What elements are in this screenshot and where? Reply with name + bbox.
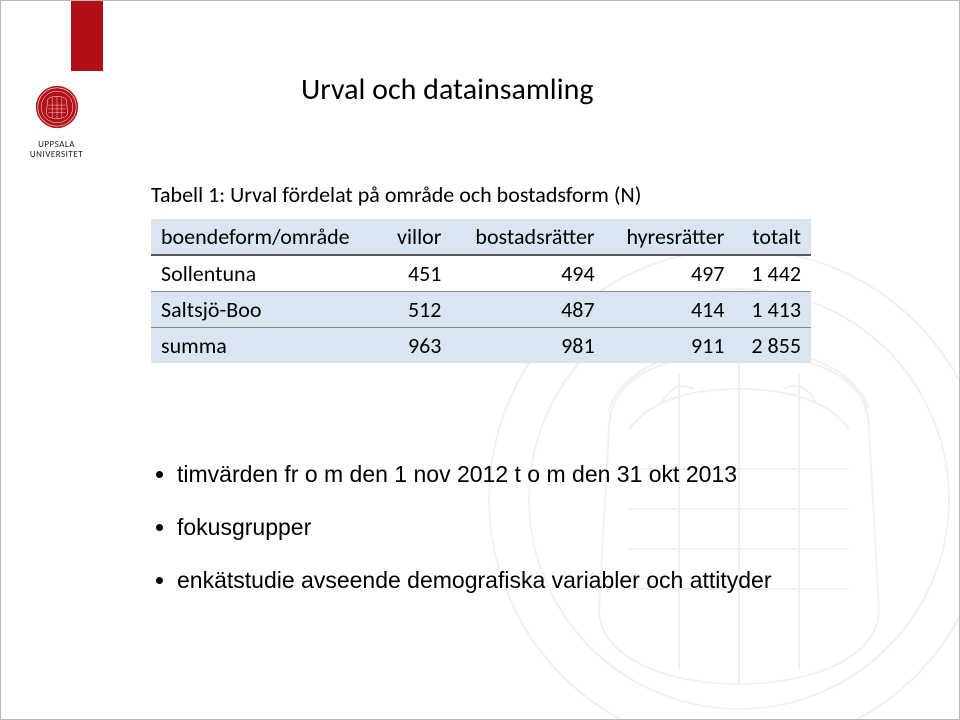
cell: 414 — [605, 292, 735, 328]
cell: 1 413 — [734, 292, 811, 328]
cell: 487 — [451, 292, 604, 328]
table-header-row: boendeform/område villor bostadsrätter h… — [151, 219, 811, 255]
col-villor: villor — [381, 219, 452, 255]
bullet-item: timvärden fr o m den 1 nov 2012 t o m de… — [177, 461, 811, 488]
cell: 981 — [451, 328, 604, 364]
row-label: Saltsjö-Boo — [151, 292, 381, 328]
table-caption: Tabell 1: Urval fördelat på område och b… — [151, 181, 641, 208]
col-bostadsratter: bostadsrätter — [451, 219, 604, 255]
row-label: summa — [151, 328, 381, 364]
uppsala-seal-icon — [33, 83, 81, 131]
table-row: Sollentuna 451 494 497 1 442 — [151, 255, 811, 292]
col-hyresratter: hyresrätter — [605, 219, 735, 255]
row-label: Sollentuna — [151, 255, 381, 292]
slide: UPPSALA UNIVERSITET Urval och datainsaml… — [0, 0, 960, 720]
logo-text-line2: UNIVERSITET — [19, 150, 94, 160]
accent-bar — [71, 1, 103, 71]
cell: 512 — [381, 292, 452, 328]
cell: 911 — [605, 328, 735, 364]
bullet-item: fokusgrupper — [177, 514, 811, 541]
cell: 497 — [605, 255, 735, 292]
data-table: boendeform/område villor bostadsrätter h… — [151, 219, 811, 363]
cell: 451 — [381, 255, 452, 292]
bullet-list: timvärden fr o m den 1 nov 2012 t o m de… — [151, 461, 811, 620]
cell: 963 — [381, 328, 452, 364]
col-area: boendeform/område — [151, 219, 381, 255]
cell: 1 442 — [734, 255, 811, 292]
cell: 2 855 — [734, 328, 811, 364]
slide-title: Urval och datainsamling — [301, 71, 593, 108]
cell: 494 — [451, 255, 604, 292]
col-totalt: totalt — [734, 219, 811, 255]
table-row: Saltsjö-Boo 512 487 414 1 413 — [151, 292, 811, 328]
bullet-item: enkätstudie avseende demografiska variab… — [177, 567, 811, 594]
table-summary-row: summa 963 981 911 2 855 — [151, 328, 811, 364]
uppsala-logo: UPPSALA UNIVERSITET — [19, 83, 94, 160]
